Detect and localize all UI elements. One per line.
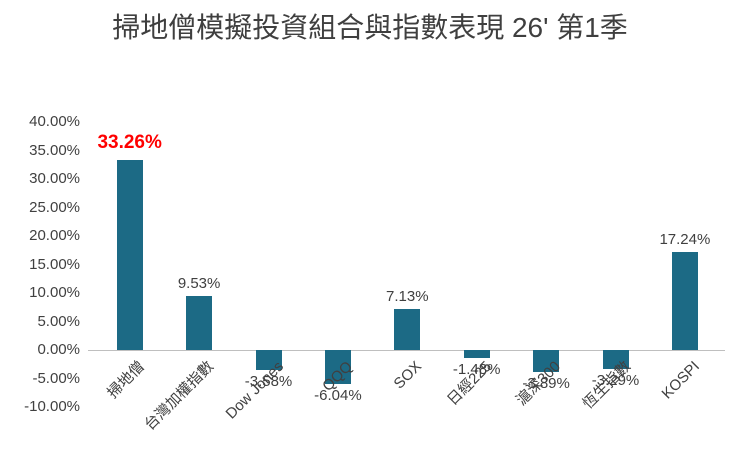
bar-value-label: -6.04%: [314, 387, 362, 405]
y-axis-tick-label: 10.00%: [29, 284, 80, 301]
y-axis-tick-label: 25.00%: [29, 198, 80, 216]
y-axis-tick-label: 5.00%: [37, 312, 80, 330]
bar-value-label: 7.13%: [386, 288, 429, 306]
y-axis-tick-label: 30.00%: [29, 170, 80, 187]
bar: [602, 350, 629, 369]
bar: [671, 251, 698, 350]
bar-value-label: -3.29%: [591, 371, 640, 389]
y-axis-tick-label: -10.00%: [24, 398, 80, 415]
bar-value-label: 17.24%: [659, 230, 711, 248]
zero-axis-line: [88, 350, 725, 351]
bar: [394, 309, 421, 350]
y-axis-tick-label: 35.00%: [29, 141, 80, 159]
y-axis-tick-label: 15.00%: [29, 255, 80, 273]
bar-value-label: 33.26%: [97, 132, 162, 154]
chart-title: 掃地僧模擬投資組合與指數表現 26' 第1季: [112, 12, 628, 43]
bar-value-label: -3.89%: [522, 375, 570, 393]
bar-value-label: 9.53%: [177, 274, 221, 292]
bar-value-label: -1.48%: [452, 361, 501, 379]
bar: [324, 350, 351, 385]
y-axis-tick-label: 20.00%: [29, 227, 80, 244]
bar: [533, 350, 560, 373]
bar: [186, 295, 213, 350]
bar-value-label: -3.58%: [244, 373, 293, 391]
y-axis-tick-label: -5.00%: [32, 369, 80, 387]
bar: [116, 160, 143, 350]
bar: [255, 350, 282, 371]
y-axis-tick-label: 0.00%: [37, 341, 80, 358]
bar: [463, 350, 490, 359]
y-axis-tick-label: 40.00%: [29, 113, 80, 130]
